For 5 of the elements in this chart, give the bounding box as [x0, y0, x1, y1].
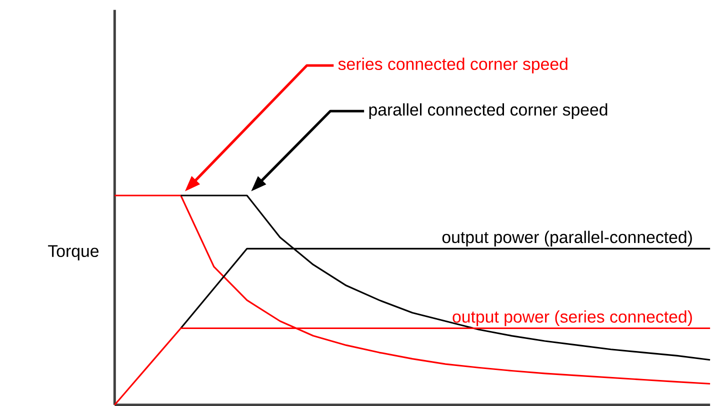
series-label: output power (series connected) — [452, 310, 692, 326]
series-label: output power (parallel-connected) — [442, 230, 692, 247]
y-axis-title: Torque — [48, 245, 99, 260]
text: parallel connected corner speed — [369, 103, 608, 120]
text: series connected corner speed — [338, 58, 568, 74]
